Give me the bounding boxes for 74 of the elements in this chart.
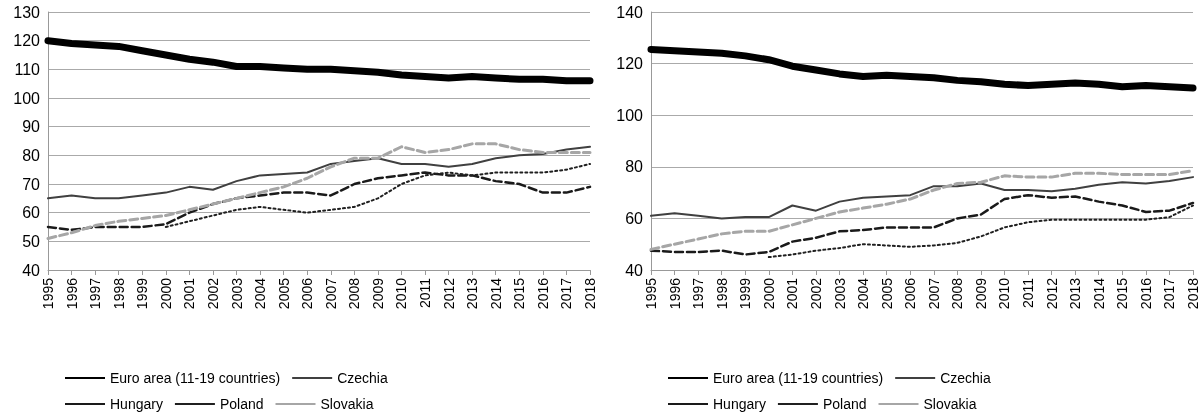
y-tick-label: 60 (625, 209, 644, 227)
x-tick-label: 2014 (1090, 277, 1107, 310)
legend-label: Hungary (713, 396, 766, 412)
legend-label: Euro area (11-19 countries) (713, 370, 884, 386)
x-tick-label: 1997 (690, 277, 707, 310)
x-tick-label: 2002 (204, 277, 221, 310)
y-tick-label: 80 (22, 146, 41, 164)
x-tick-label: 1995 (40, 277, 56, 310)
y-tick-label: 90 (22, 118, 41, 136)
y-tick-label: 120 (13, 32, 41, 50)
x-tick-label: 2004 (252, 277, 269, 310)
x-tick-label: 2015 (511, 277, 528, 310)
x-tick-label: 2007 (322, 277, 339, 310)
x-tick-label: 2013 (464, 277, 481, 310)
legend-label: Czechia (337, 370, 388, 386)
x-tick-label: 2004 (855, 277, 872, 310)
legend-label: Euro area (11-19 countries) (110, 370, 281, 386)
x-tick-label: 2012 (1043, 277, 1060, 310)
x-tick-label: 1995 (643, 277, 659, 310)
legend-label: Poland (219, 396, 264, 412)
x-tick-label: 2010 (996, 277, 1013, 310)
x-tick-label: 2000 (157, 277, 174, 310)
x-tick-label: 2010 (393, 277, 410, 310)
x-tick-label: 1997 (87, 277, 104, 310)
x-tick-label: 2005 (878, 277, 895, 310)
legend-label: Hungary (110, 396, 163, 412)
x-tick-label: 1999 (134, 277, 151, 310)
x-tick-label: 2016 (1137, 277, 1154, 310)
y-tick-label: 130 (13, 3, 41, 21)
y-tick-label: 40 (22, 261, 41, 279)
y-tick-label: 100 (616, 106, 644, 124)
x-tick-label: 2001 (181, 277, 198, 310)
x-tick-label: 2002 (807, 277, 824, 310)
x-tick-label: 2011 (417, 277, 434, 309)
x-tick-label: 2006 (299, 277, 316, 310)
x-tick-label: 1998 (713, 277, 730, 310)
x-tick-label: 2003 (831, 277, 848, 310)
x-tick-label: 2018 (582, 277, 598, 310)
x-tick-label: 2008 (346, 277, 363, 310)
y-tick-label: 140 (616, 3, 644, 21)
x-tick-label: 2003 (228, 277, 245, 310)
y-tick-label: 60 (22, 204, 41, 222)
y-tick-label: 120 (616, 55, 644, 73)
x-tick-label: 2011 (1020, 277, 1037, 309)
x-tick-label: 2009 (369, 277, 386, 310)
x-tick-label: 2017 (1161, 277, 1178, 310)
y-tick-label: 100 (13, 89, 41, 107)
x-tick-label: 2009 (972, 277, 989, 310)
y-tick-label: 40 (625, 261, 644, 279)
y-tick-label: 80 (625, 158, 644, 176)
x-tick-label: 2008 (949, 277, 966, 310)
x-tick-label: 1998 (110, 277, 127, 310)
x-tick-label: 1996 (63, 277, 80, 310)
x-tick-label: 2012 (440, 277, 457, 310)
legend-label: Czechia (940, 370, 991, 386)
x-tick-label: 2017 (558, 277, 575, 310)
legend-label: Slovakia (923, 396, 977, 412)
x-tick-label: 2000 (760, 277, 777, 310)
y-tick-label: 70 (22, 175, 41, 193)
x-tick-label: 2015 (1114, 277, 1131, 310)
legend-label: Slovakia (320, 396, 374, 412)
x-tick-label: 1999 (737, 277, 754, 310)
y-tick-label: 50 (22, 232, 41, 250)
legend-label: Poland (822, 396, 867, 412)
x-tick-label: 2005 (275, 277, 292, 310)
x-tick-label: 2001 (784, 277, 801, 310)
x-tick-label: 2013 (1067, 277, 1084, 310)
x-tick-label: 2018 (1185, 277, 1201, 310)
x-tick-label: 2014 (487, 277, 504, 310)
y-tick-label: 110 (14, 60, 41, 78)
x-tick-label: 2006 (902, 277, 919, 310)
x-tick-label: 2016 (534, 277, 551, 310)
x-tick-label: 1996 (666, 277, 683, 310)
x-tick-label: 2007 (925, 277, 942, 310)
